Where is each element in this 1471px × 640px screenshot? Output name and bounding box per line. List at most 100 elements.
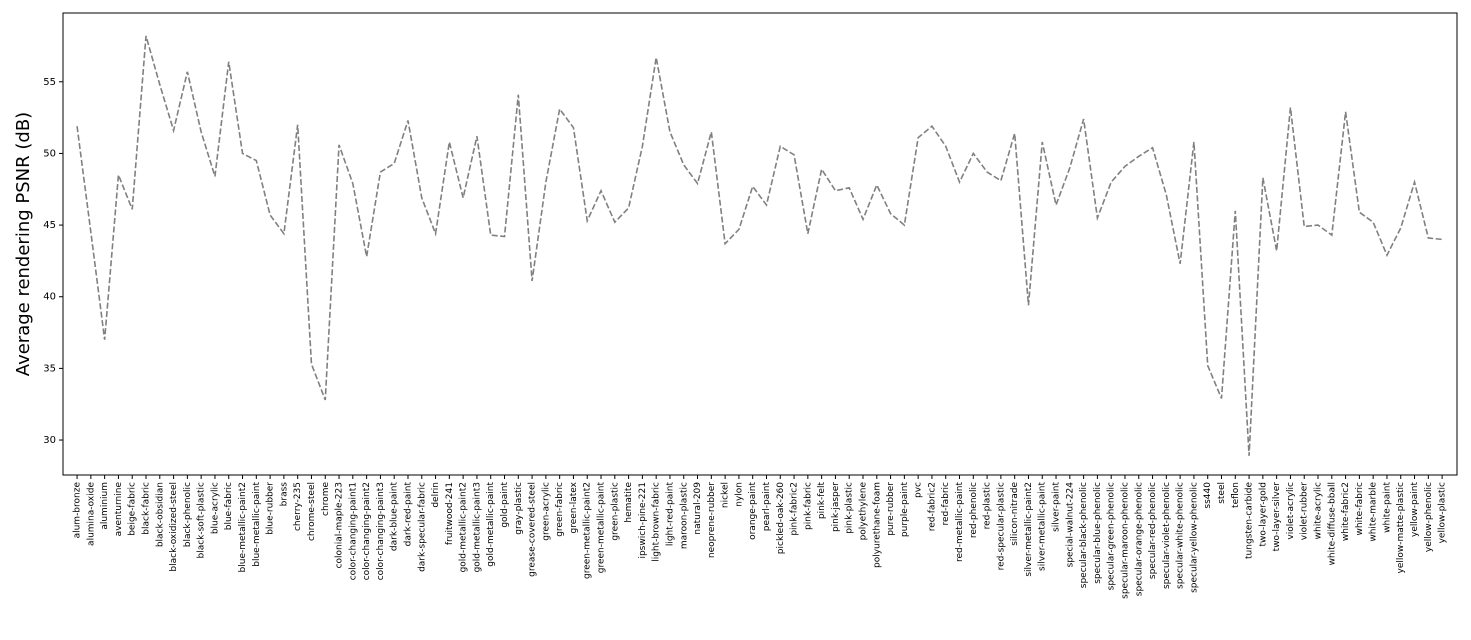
y-tick-label: 55 — [43, 77, 56, 88]
x-tick-label: aluminium — [100, 482, 110, 530]
x-tick-label: specular-blue-phenolic — [1093, 482, 1103, 584]
x-tick-label: red-metallic-paint — [955, 482, 965, 562]
x-tick-label: teflon — [1231, 482, 1241, 508]
x-tick-label: pink-felt — [817, 482, 827, 520]
x-tick-label: green-metallic-paint2 — [583, 482, 593, 579]
x-tick-label: specular-maroon-phenolic — [1120, 482, 1130, 599]
x-tick-label: green-acrylic — [541, 482, 551, 541]
y-tick-label: 45 — [43, 220, 56, 231]
x-tick-label: violet-rubber — [1300, 482, 1310, 541]
x-tick-label: natural-209 — [693, 482, 703, 535]
x-tick-label: silver-metallic-paint2 — [1024, 482, 1034, 577]
x-tick-label: orange-paint — [748, 482, 758, 540]
x-tick-label: color-changing-paint2 — [362, 482, 372, 580]
x-tick-label: white-diffuse-bball — [1327, 482, 1337, 565]
x-tick-label: pink-plastic — [845, 482, 855, 534]
x-tick-label: purple-paint — [900, 482, 910, 538]
y-tick-label: 40 — [43, 292, 56, 303]
x-tick-label: polyethylene — [858, 482, 868, 541]
x-tick-label: polyurethane-foam — [872, 482, 882, 568]
x-tick-label: yellow-phenolic — [1424, 482, 1434, 552]
x-tick-label: pearl-paint — [762, 482, 772, 532]
x-tick-label: alum-bronze — [73, 482, 83, 539]
x-tick-label: green-latex — [569, 481, 579, 533]
y-tick-label: 30 — [43, 435, 56, 446]
x-tick-label: red-fabric — [941, 482, 951, 526]
x-tick-label: gold-paint — [500, 482, 510, 528]
x-tick-label: yellow-paint — [1410, 482, 1420, 537]
x-tick-label: steel — [1217, 482, 1227, 504]
x-tick-label: pickled-oak-260 — [776, 482, 786, 554]
x-tick-label: light-brown-fabric — [652, 482, 662, 562]
x-tick-label: black-oxidized-steel — [169, 482, 179, 572]
x-tick-label: blue-metallic-paint2 — [238, 482, 248, 572]
x-tick-label: pvc — [914, 482, 924, 498]
x-tick-label: gold-metallic-paint3 — [472, 482, 482, 572]
x-tick-label: silver-paint — [1052, 482, 1062, 532]
x-tick-label: nylon — [734, 482, 744, 507]
x-tick-label: red-fabric2 — [927, 482, 937, 531]
x-tick-label: tungsten-carbide — [1245, 482, 1255, 559]
x-tick-label: maroon-plastic — [679, 482, 689, 549]
x-tick-label: color-changing-paint3 — [376, 482, 386, 580]
x-tick-label: pink-fabric2 — [790, 482, 800, 536]
x-tick-label: specular-orange-phenolic — [1134, 482, 1144, 596]
x-tick-label: grease-covered-steel — [528, 482, 538, 577]
x-tick-label: violet-acrylic — [1286, 482, 1296, 540]
x-tick-label: hematite — [624, 482, 634, 523]
x-tick-label: specular-red-phenolic — [1148, 482, 1158, 579]
x-tick-label: green-fabric — [555, 482, 565, 537]
y-axis-label: Average rendering PSNR (dB) — [13, 112, 34, 376]
x-tick-label: two-layer-gold — [1258, 482, 1268, 547]
x-tick-label: black-soft-plastic — [197, 482, 207, 559]
x-tick-label: silicon-nitrade — [1010, 482, 1020, 546]
x-tick-label: gold-metallic-paint — [486, 482, 496, 567]
x-tick-label: dark-specular-fabric — [417, 482, 427, 572]
x-tick-label: white-fabric — [1355, 482, 1365, 535]
x-tick-label: specular-green-phenolic — [1107, 482, 1117, 590]
x-tick-label: aventurnine — [114, 482, 124, 537]
x-tick-label: silver-metallic-paint — [1038, 482, 1048, 571]
x-tick-label: green-metallic-paint — [597, 482, 607, 574]
x-tick-label: white-paint — [1382, 482, 1392, 533]
x-tick-label: special-walnut-224 — [1065, 482, 1075, 568]
x-tick-label: two-layer-silver — [1272, 482, 1282, 552]
x-tick-label: white-fabric2 — [1341, 482, 1351, 541]
x-tick-label: blue-rubber — [266, 482, 276, 535]
x-tick-label: chrome — [321, 482, 331, 516]
x-tick-label: black-phenolic — [183, 482, 193, 547]
x-tick-label: red-phenolic — [969, 482, 979, 538]
x-tick-label: specular-violet-phenolic — [1162, 482, 1172, 589]
x-tick-label: ss440 — [1203, 482, 1213, 509]
x-tick-label: dark-blue-paint — [390, 482, 400, 552]
x-tick-label: colonial-maple-223 — [335, 482, 345, 568]
x-tick-label: light-red-paint — [665, 482, 675, 547]
x-tick-label: pure-rubber — [886, 482, 896, 536]
x-tick-label: yellow-plastic — [1438, 482, 1448, 543]
x-tick-label: yellow-matte-plastic — [1396, 482, 1406, 574]
x-tick-label: gray-plastic — [514, 482, 524, 535]
x-tick-label: beige-fabric — [128, 482, 138, 536]
x-tick-label: chrome-steel — [307, 482, 317, 541]
x-tick-label: blue-metallic-paint — [252, 482, 262, 567]
x-tick-label: specular-yellow-phenolic — [1189, 482, 1199, 593]
x-tick-label: pink-jasper — [831, 482, 841, 532]
x-tick-label: blue-fabric — [224, 482, 234, 530]
y-tick-label: 35 — [43, 363, 56, 374]
x-tick-label: red-plastic — [983, 482, 993, 529]
x-tick-label: pink-fabric — [803, 482, 813, 530]
x-tick-label: fruitwood-241 — [445, 482, 455, 545]
x-tick-label: nickel — [721, 482, 731, 508]
x-tick-label: cherry-235 — [293, 482, 303, 531]
x-tick-label: neoprene-rubber — [707, 482, 717, 558]
x-tick-label: color-changing-paint1 — [348, 482, 358, 580]
x-tick-label: black-obsidian — [155, 482, 165, 547]
x-tick-label: red-specular-plastic — [996, 482, 1006, 570]
x-tick-label: ipswich-pine-221 — [638, 482, 648, 559]
x-tick-label: white-marble — [1369, 482, 1379, 542]
x-tick-label: green-plastic — [610, 482, 620, 541]
data-line — [76, 35, 1443, 456]
x-tick-label: brass — [279, 482, 289, 507]
